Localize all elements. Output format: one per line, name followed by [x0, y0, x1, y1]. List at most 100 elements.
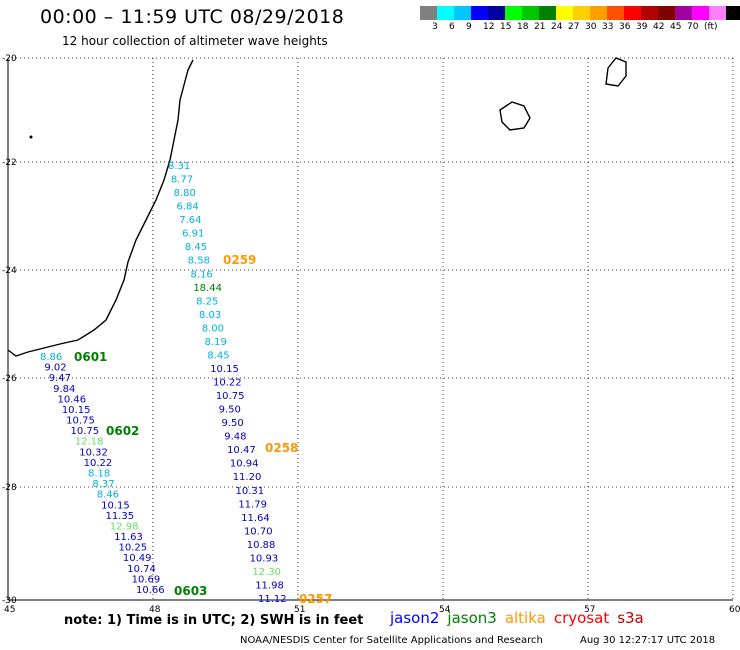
pass-time-label: 0259 — [223, 253, 256, 267]
scale-label: 12 — [483, 22, 495, 32]
wave-height-label: 8.86 — [40, 352, 62, 363]
wave-height-label: 10.75 — [71, 426, 100, 437]
scale-swatch — [692, 6, 709, 20]
lat-label: -20 — [2, 54, 17, 64]
wave-height-label: 8.31 — [168, 161, 190, 172]
scale-label: 27 — [568, 22, 580, 32]
wave-height-label: 8.37 — [92, 479, 114, 490]
scale-swatch — [488, 6, 505, 20]
scale-label: 3 — [432, 22, 438, 32]
scale-swatch — [471, 6, 488, 20]
wave-height-label: 6.91 — [182, 229, 204, 240]
wave-height-label: 8.45 — [185, 242, 207, 253]
legend-entry: cryosat — [553, 609, 610, 627]
lon-label: 60 — [729, 605, 740, 615]
scale-swatch — [556, 6, 573, 20]
scale-swatch — [454, 6, 471, 20]
wave-height-label: 8.80 — [174, 188, 196, 199]
wave-height-label: 11.98 — [255, 580, 284, 591]
wave-height-label: 9.47 — [49, 373, 71, 384]
scale-swatch — [539, 6, 556, 20]
wave-height-label: 10.32 — [79, 447, 108, 458]
scale-label: 9 — [466, 22, 472, 32]
scale-swatch — [437, 6, 454, 20]
wave-height-label: 9.50 — [221, 418, 243, 429]
wave-height-label: 10.46 — [57, 394, 86, 405]
color-scale-labels: 3 6 9 12 15 18 21 24 27 30 33 36 39 42 45 70 (ft) — [420, 22, 740, 34]
map-subtitle: 12 hour collection of altimeter wave hei… — [62, 34, 328, 48]
scale-label: 33 — [602, 22, 614, 32]
scale-swatch — [522, 6, 539, 20]
scale-label: (ft) — [704, 22, 718, 32]
lat-label: -22 — [2, 158, 17, 168]
wave-height-label: 9.48 — [224, 432, 246, 443]
wave-height-label: 8.19 — [205, 337, 227, 348]
pass-time-label: 0602 — [106, 424, 139, 438]
wave-height-label: 18.44 — [193, 283, 222, 294]
scale-swatch — [573, 6, 590, 20]
footer-timestamp: Aug 30 12:27:17 UTC 2018 — [580, 635, 716, 646]
scale-label: 36 — [619, 22, 631, 32]
wave-height-label: 10.15 — [210, 364, 239, 375]
pass-time-label: 0601 — [74, 350, 107, 364]
scale-label: 39 — [636, 22, 648, 32]
wave-height-label: 8.45 — [207, 350, 229, 361]
wave-height-label: 12.30 — [252, 567, 281, 578]
wave-height-label: 10.15 — [62, 405, 91, 416]
wave-height-label: 8.16 — [191, 269, 213, 280]
scale-label: 42 — [653, 22, 665, 32]
wave-height-label: 9.84 — [53, 384, 75, 395]
wave-height-label: 10.75 — [216, 391, 245, 402]
wave-height-label: 8.25 — [196, 296, 218, 307]
scale-label: 15 — [500, 22, 512, 32]
wave-height-label: 8.00 — [202, 323, 224, 334]
map-note: note: 1) Time is in UTC; 2) SWH is in fe… — [64, 613, 364, 628]
wave-height-label: 11.12 — [258, 594, 287, 605]
pass-time-label: 0258 — [265, 441, 298, 455]
madagascar-coastline — [7, 59, 194, 357]
wave-height-label: 6.84 — [176, 202, 198, 213]
islet — [29, 135, 33, 139]
track-east: 8.31 8.77 8.80 6.84 7.64 6.91 8.45 8.58 8.16 18.4… — [168, 161, 287, 605]
wave-height-label: 10.66 — [136, 585, 165, 596]
wave-height-label: 8.58 — [188, 256, 210, 267]
legend-entry: jason3 — [447, 609, 497, 627]
wave-height-label: 10.22 — [84, 458, 113, 469]
wave-height-label: 12.98 — [110, 521, 139, 532]
wave-height-label: 10.74 — [127, 564, 156, 575]
grid-lines — [7, 57, 734, 601]
satellite-legend: jason2 jason3 altika cryosat s3a — [390, 609, 652, 627]
legend-entry: altika — [504, 609, 546, 627]
scale-label: 30 — [585, 22, 597, 32]
lon-label: 57 — [584, 605, 595, 615]
wave-height-label: 10.88 — [247, 540, 276, 551]
wave-height-label: 11.79 — [238, 499, 267, 510]
lat-label: -30 — [2, 596, 17, 606]
scale-swatch — [420, 6, 437, 20]
wave-height-label: 11.20 — [233, 472, 262, 483]
wave-height-label: 7.64 — [179, 215, 201, 226]
pass-time-label: 0257 — [299, 592, 332, 606]
lon-label: 54 — [439, 605, 451, 615]
wave-height-label: 10.75 — [66, 416, 95, 427]
wave-height-label: 8.77 — [171, 175, 193, 186]
map-title: 00:00 – 11:59 UTC 08/29/2018 — [40, 6, 345, 28]
lat-label: -24 — [2, 266, 17, 276]
scale-swatch — [505, 6, 522, 20]
wave-height-label: 10.15 — [101, 500, 130, 511]
scale-label: 24 — [551, 22, 563, 32]
wave-height-label: 10.69 — [132, 574, 161, 585]
wave-height-label: 8.18 — [88, 469, 110, 480]
legend-entry: s3a — [617, 609, 644, 627]
scale-swatch — [709, 6, 726, 20]
scale-swatch — [641, 6, 658, 20]
pass-times: 0601 0602 0603 0259 0258 0257 — [74, 253, 332, 606]
lon-label: 45 — [4, 605, 15, 615]
wave-height-label: 10.49 — [123, 553, 152, 564]
scale-swatch — [726, 6, 740, 20]
wave-height-label: 10.22 — [213, 378, 242, 389]
lon-label: 48 — [149, 605, 161, 615]
scale-swatch — [624, 6, 641, 20]
